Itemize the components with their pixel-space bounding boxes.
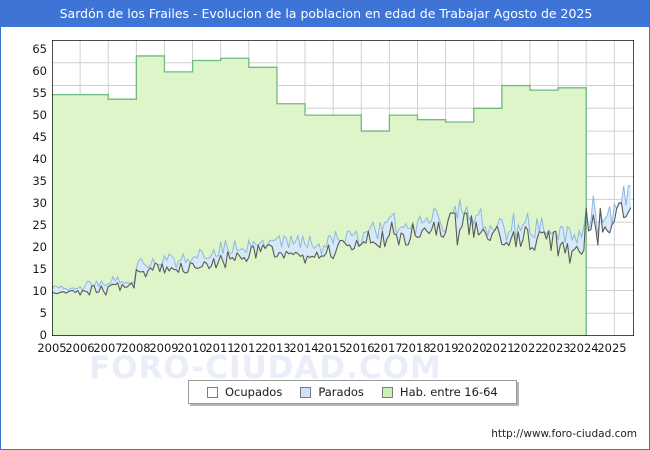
x-tick-label: 2007 bbox=[93, 341, 123, 355]
legend-label-parados: Parados bbox=[318, 385, 364, 399]
x-tick-label: 2005 bbox=[37, 341, 67, 355]
x-tick-label: 2024 bbox=[569, 341, 599, 355]
series-ocupados bbox=[52, 202, 632, 296]
x-tick-label: 2016 bbox=[345, 341, 375, 355]
x-tick-label: 2023 bbox=[541, 341, 571, 355]
window-title: Sardón de los Frailes - Evolucion de la … bbox=[1, 1, 650, 27]
x-tick-label: 2019 bbox=[429, 341, 459, 355]
legend-swatch-ocupados bbox=[207, 386, 218, 398]
legend-swatch-parados bbox=[300, 386, 312, 398]
legend-swatch-habitantes bbox=[381, 386, 393, 398]
y-tick-label: 30 bbox=[32, 196, 47, 210]
x-tick-label: 2013 bbox=[261, 341, 291, 355]
chart-svg bbox=[52, 40, 634, 336]
y-tick-label: 40 bbox=[32, 152, 47, 166]
x-tick-label: 2010 bbox=[177, 341, 207, 355]
y-tick-label: 65 bbox=[32, 42, 47, 56]
x-tick-label: 2017 bbox=[373, 341, 403, 355]
source-url: http://www.foro-ciudad.com bbox=[491, 428, 637, 440]
x-tick-label: 2018 bbox=[401, 341, 431, 355]
legend-item-parados[interactable]: Parados bbox=[300, 385, 364, 399]
legend-label-ocupados: Ocupados bbox=[225, 385, 283, 399]
plot-area bbox=[52, 40, 634, 336]
x-tick-label: 2021 bbox=[485, 341, 515, 355]
y-tick-label: 0 bbox=[39, 328, 47, 342]
y-tick-label: 55 bbox=[32, 86, 47, 100]
x-tick-label: 2022 bbox=[513, 341, 543, 355]
y-tick-label: 25 bbox=[32, 218, 47, 232]
legend-item-habitantes[interactable]: Hab. entre 16-64 bbox=[381, 385, 498, 399]
y-tick-label: 10 bbox=[32, 284, 47, 298]
x-tick-label: 2014 bbox=[289, 341, 319, 355]
x-tick-label: 2020 bbox=[457, 341, 487, 355]
x-tick-label: 2006 bbox=[65, 341, 95, 355]
x-tick-label: 2009 bbox=[149, 341, 179, 355]
y-tick-label: 45 bbox=[32, 130, 47, 144]
y-tick-label: 60 bbox=[32, 64, 47, 78]
chart-legend: Ocupados Parados Hab. entre 16-64 bbox=[188, 380, 517, 404]
y-tick-label: 35 bbox=[32, 174, 47, 188]
x-tick-label: 2025 bbox=[597, 341, 627, 355]
y-tick-label: 5 bbox=[39, 306, 47, 320]
y-tick-label: 50 bbox=[32, 108, 47, 122]
x-tick-label: 2008 bbox=[121, 341, 151, 355]
legend-label-habitantes: Hab. entre 16-64 bbox=[399, 385, 498, 399]
y-tick-label: 15 bbox=[32, 262, 47, 276]
legend-item-ocupados[interactable]: Ocupados bbox=[207, 385, 282, 399]
x-tick-label: 2012 bbox=[233, 341, 263, 355]
x-tick-label: 2011 bbox=[205, 341, 235, 355]
y-tick-label: 20 bbox=[32, 240, 47, 254]
x-tick-label: 2015 bbox=[317, 341, 347, 355]
